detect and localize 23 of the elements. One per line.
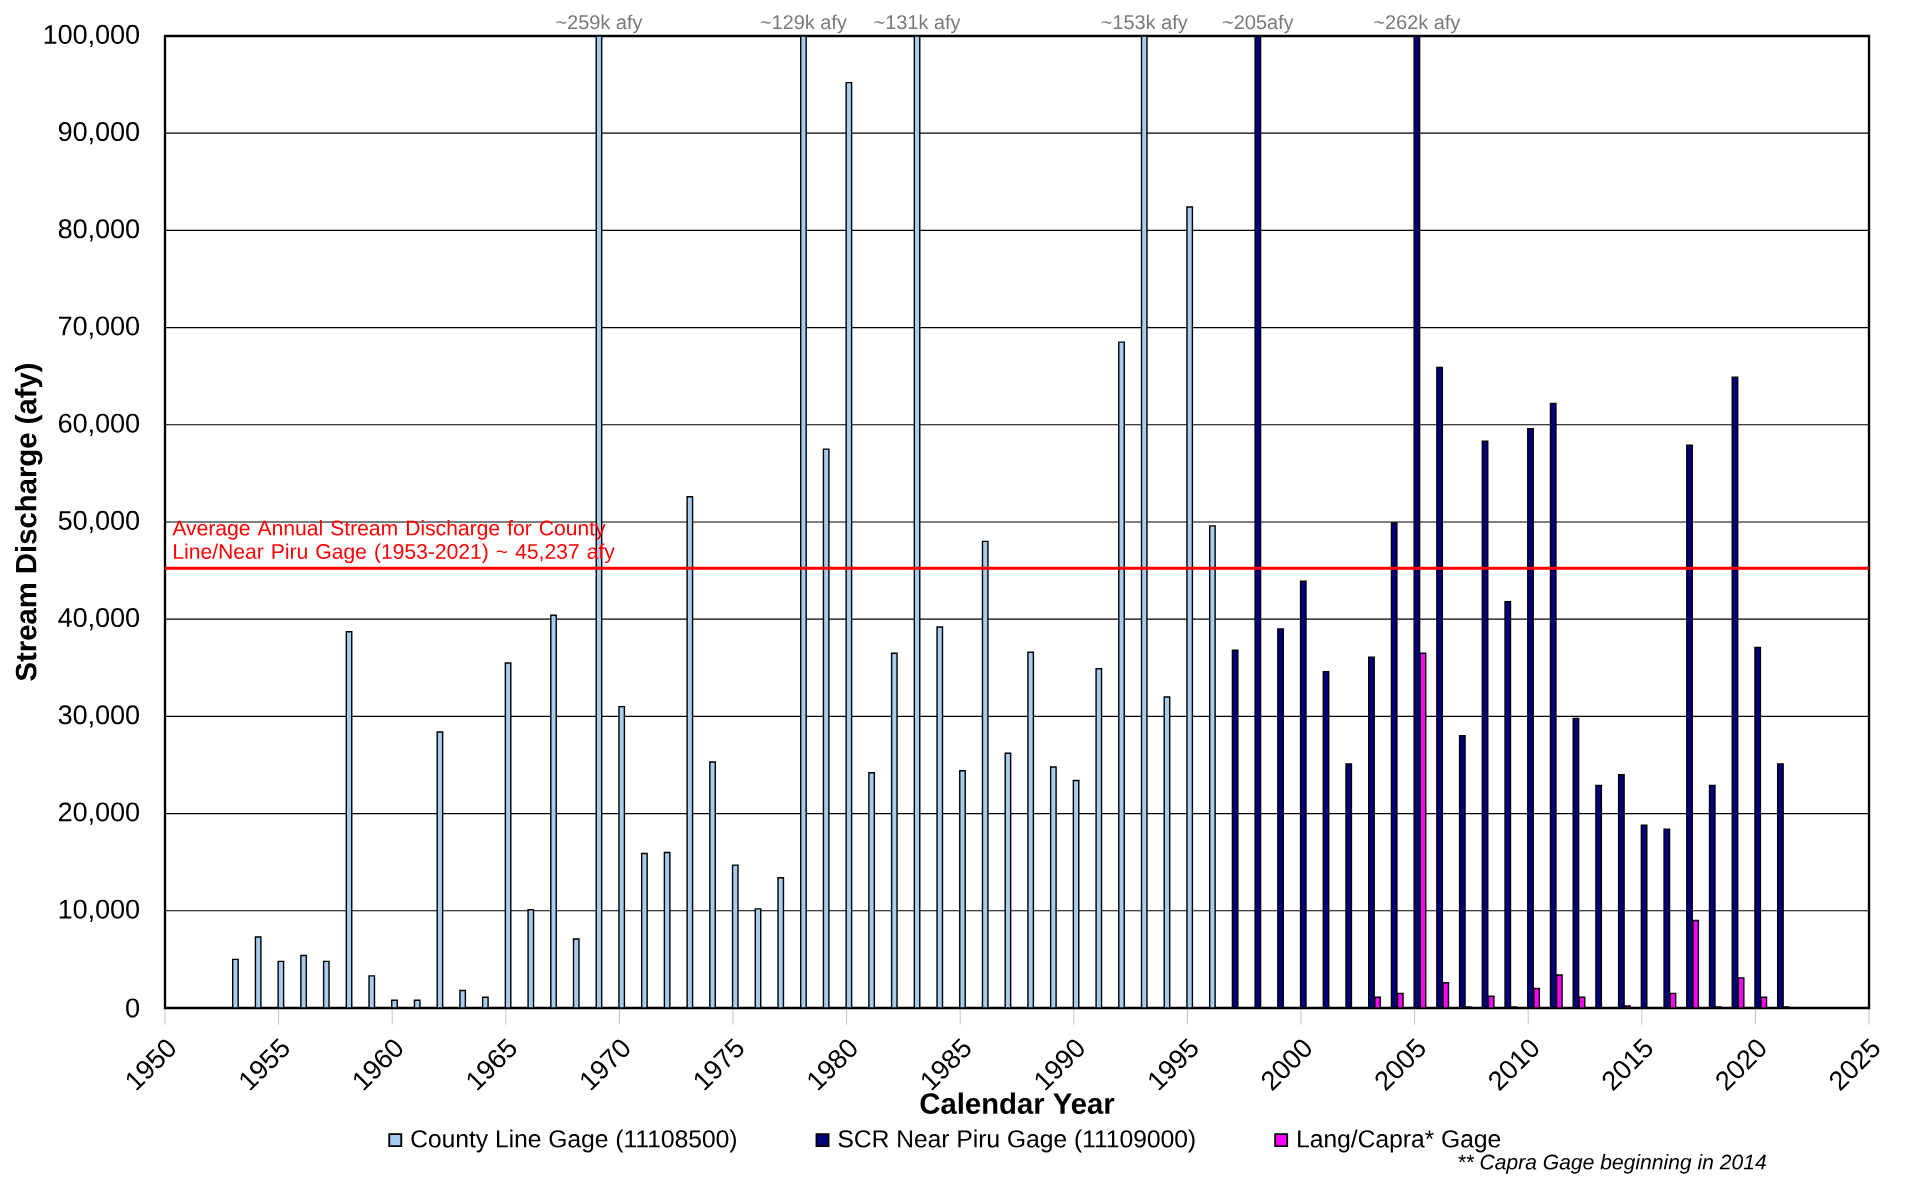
annotation: ~131k afy [874, 14, 961, 34]
y-tick-label: 60,000 [59, 413, 139, 436]
legend-label: SCR Near Piru Gage (11109000) [838, 1129, 1195, 1153]
y-tick-label: 90,000 [58, 122, 139, 145]
annotation: ~259k afy [556, 14, 643, 34]
text: ** Capra Gage beginning in 2014 [1458, 1154, 1766, 1174]
y-tick-label: 40,000 [58, 608, 139, 631]
annotation: ~205afy [1223, 14, 1294, 34]
annotation: ~153k afy [1101, 14, 1188, 34]
y-tick-label: 70,000 [59, 316, 139, 339]
y-tick-label: 0 [126, 998, 140, 1018]
y-tick-label: 100,000 [44, 24, 139, 48]
y-axis-title: Stream Discharge (afy) [14, 363, 43, 681]
x-axis-title: Calendar Year [920, 1092, 1115, 1115]
legend-label: Lang/Capra* Gage [1298, 1129, 1501, 1153]
y-tick-label: 80,000 [58, 219, 139, 242]
y-tick-label: 10,000 [59, 899, 139, 922]
legend-label: County Line Gage (11108500) [411, 1129, 736, 1153]
annotation: ~262k afy [1374, 14, 1461, 34]
annotation: ~129k afy [760, 14, 847, 34]
y-tick-label: 20,000 [59, 802, 139, 825]
y-tick-label: 30,000 [58, 705, 139, 728]
y-tick-label: 50,000 [58, 510, 139, 534]
